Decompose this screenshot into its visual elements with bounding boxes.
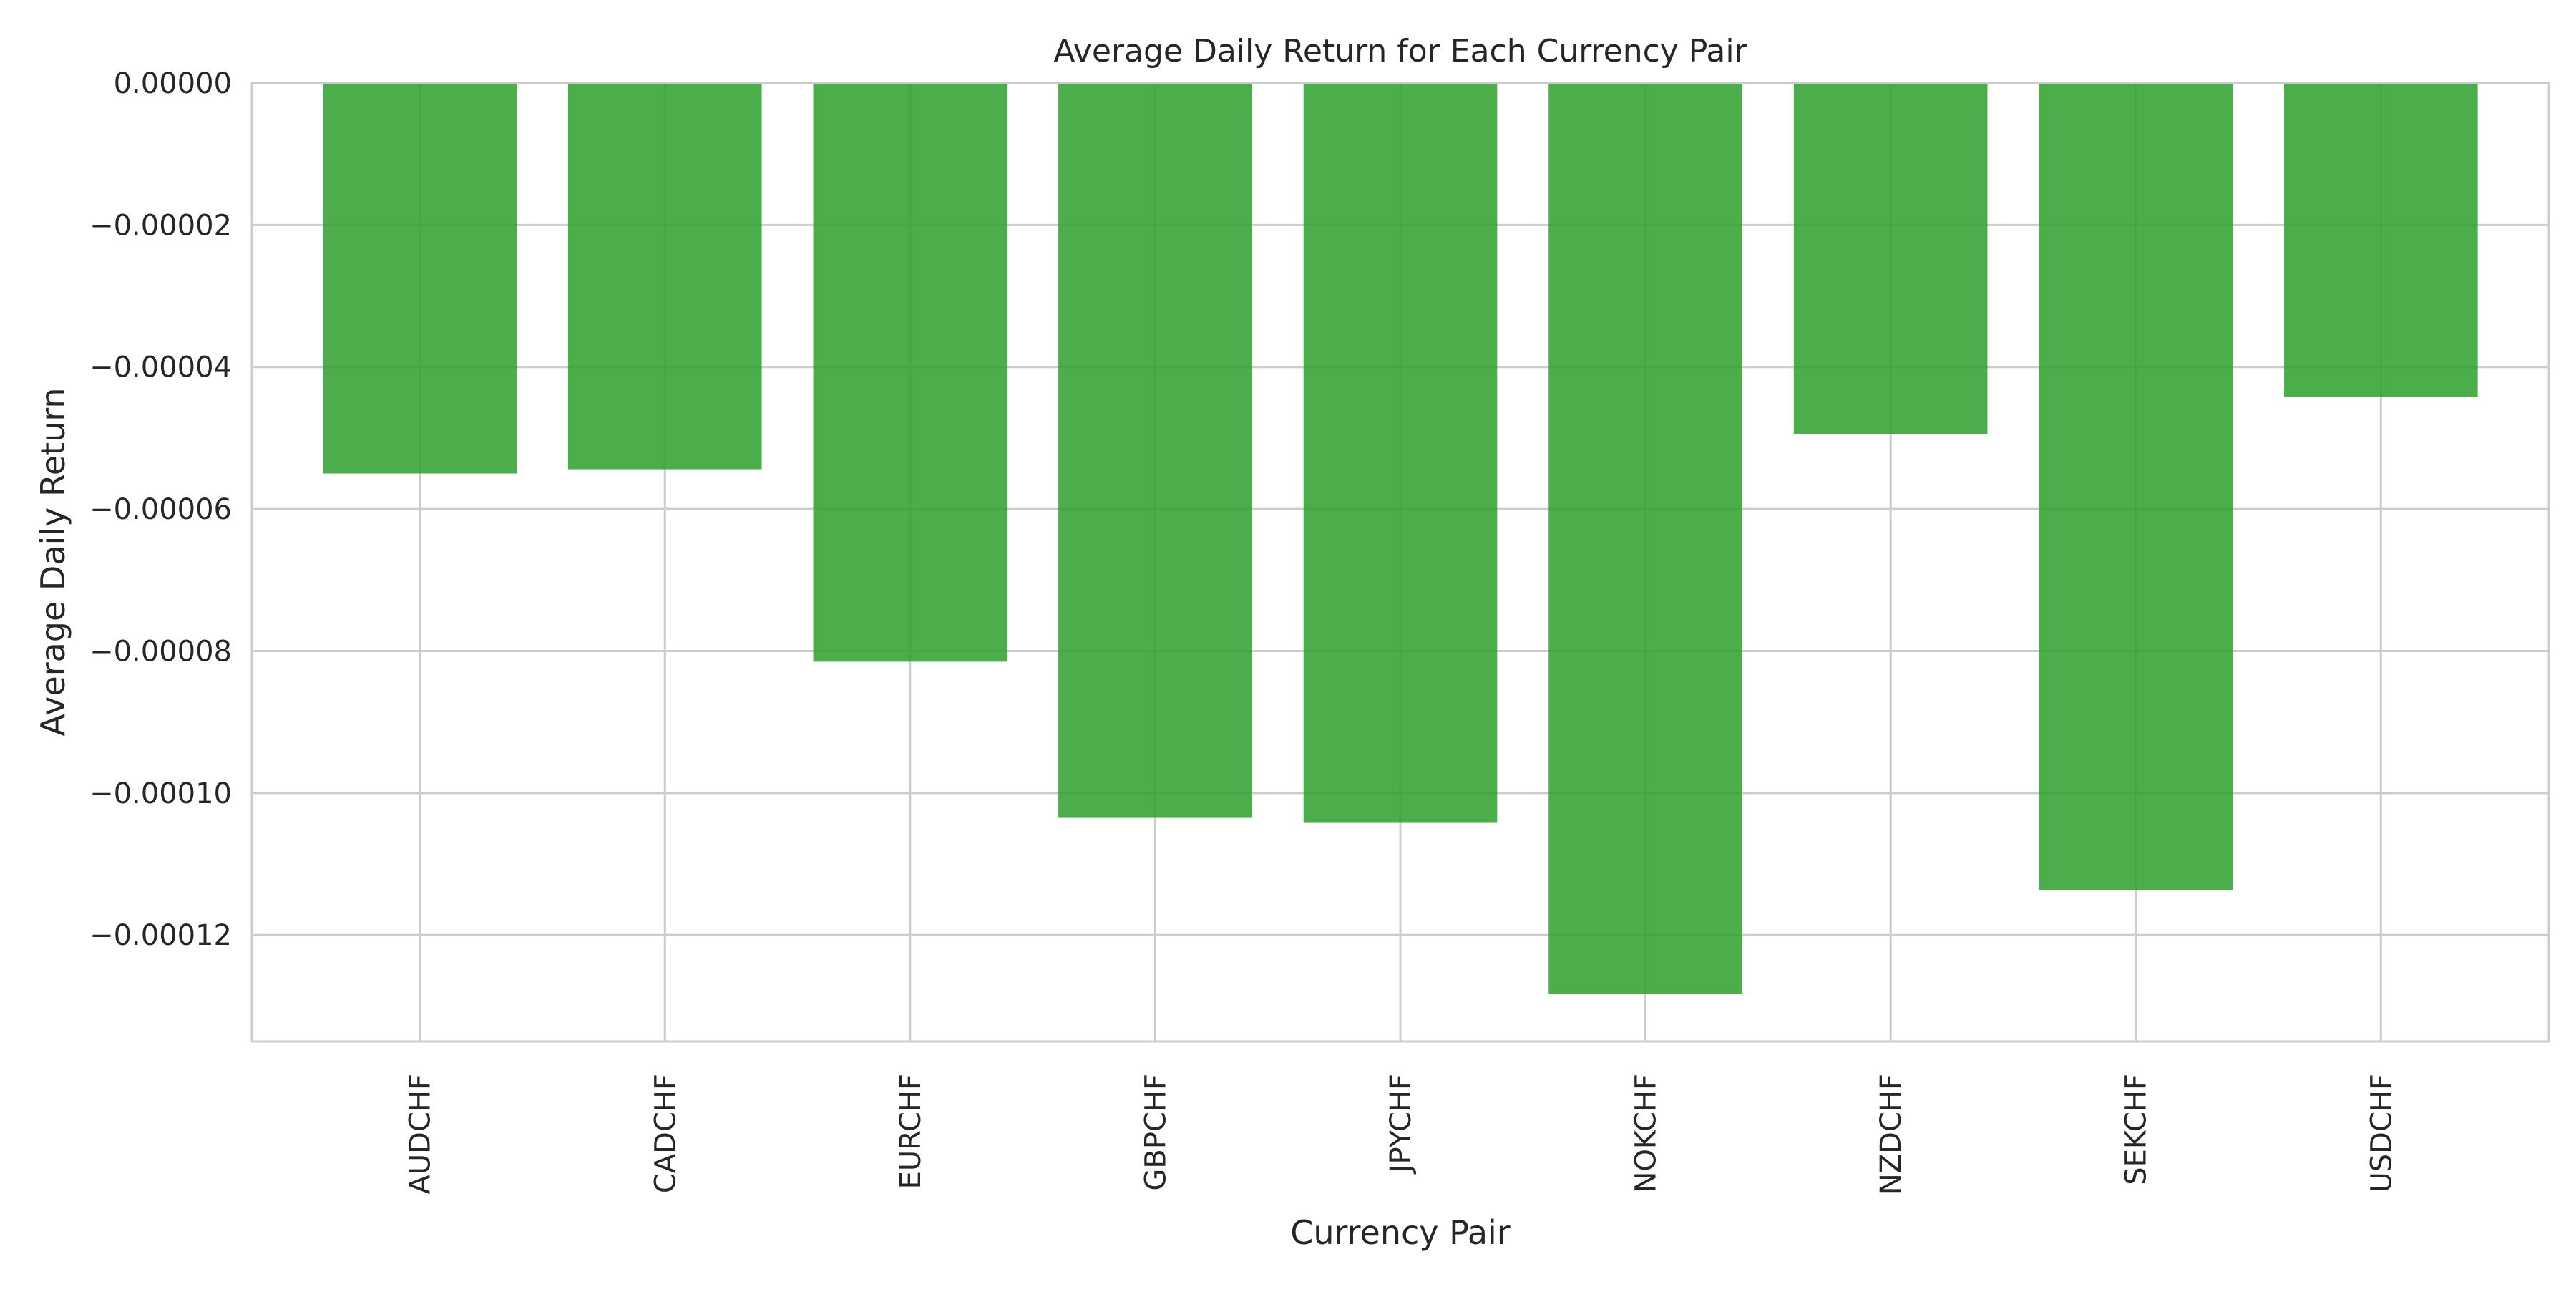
x-tick-label: EURCHF: [894, 1074, 927, 1189]
bar-audchf: [323, 83, 517, 474]
bar-usdchf: [2284, 83, 2478, 397]
bars: [323, 83, 2478, 994]
x-tick-label: NOKCHF: [1630, 1074, 1663, 1193]
bar-nzdchf: [1793, 83, 1988, 434]
x-tick-label: NZDCHF: [1875, 1074, 1908, 1195]
y-tick-labels: 0.00000 −0.00002 −0.00004 −0.00006 −0.00008 −…: [89, 67, 232, 952]
bar-eurchf: [813, 83, 1008, 662]
x-tick-label: GBPCHF: [1139, 1074, 1172, 1191]
x-tick-labels: AUDCHF CADCHF EURCHF GBPCHF JPYCHF NOKCHF NZDC…: [404, 1074, 2399, 1195]
y-axis-label: Average Daily Return: [34, 387, 72, 736]
x-tick-label: AUDCHF: [404, 1074, 437, 1194]
y-tick-label: −0.00006: [89, 493, 232, 526]
bar-sekchf: [2039, 83, 2233, 890]
bar-gbpchf: [1058, 83, 1252, 818]
plot-area-frame: [250, 82, 2550, 1043]
y-tick-label: −0.00012: [89, 919, 232, 952]
bar-cadchf: [567, 83, 762, 470]
x-tick-label: SEKCHF: [2120, 1074, 2153, 1185]
x-tick-label: USDCHF: [2365, 1074, 2398, 1193]
x-tick-label: JPYCHF: [1385, 1074, 1418, 1175]
y-tick-label: −0.00010: [89, 777, 232, 810]
y-tick-label: −0.00008: [89, 635, 232, 668]
chart-title: Average Daily Return for Each Currency P…: [1053, 33, 1747, 69]
y-tick-label: −0.00004: [89, 351, 232, 384]
x-tick-label: CADCHF: [649, 1074, 682, 1193]
y-tick-label: 0.00000: [114, 67, 232, 100]
x-axis-label: Currency Pair: [1290, 1213, 1511, 1252]
bar-jpychf: [1303, 83, 1498, 823]
y-tick-label: −0.00002: [89, 209, 232, 242]
bar-nokchf: [1548, 83, 1742, 994]
